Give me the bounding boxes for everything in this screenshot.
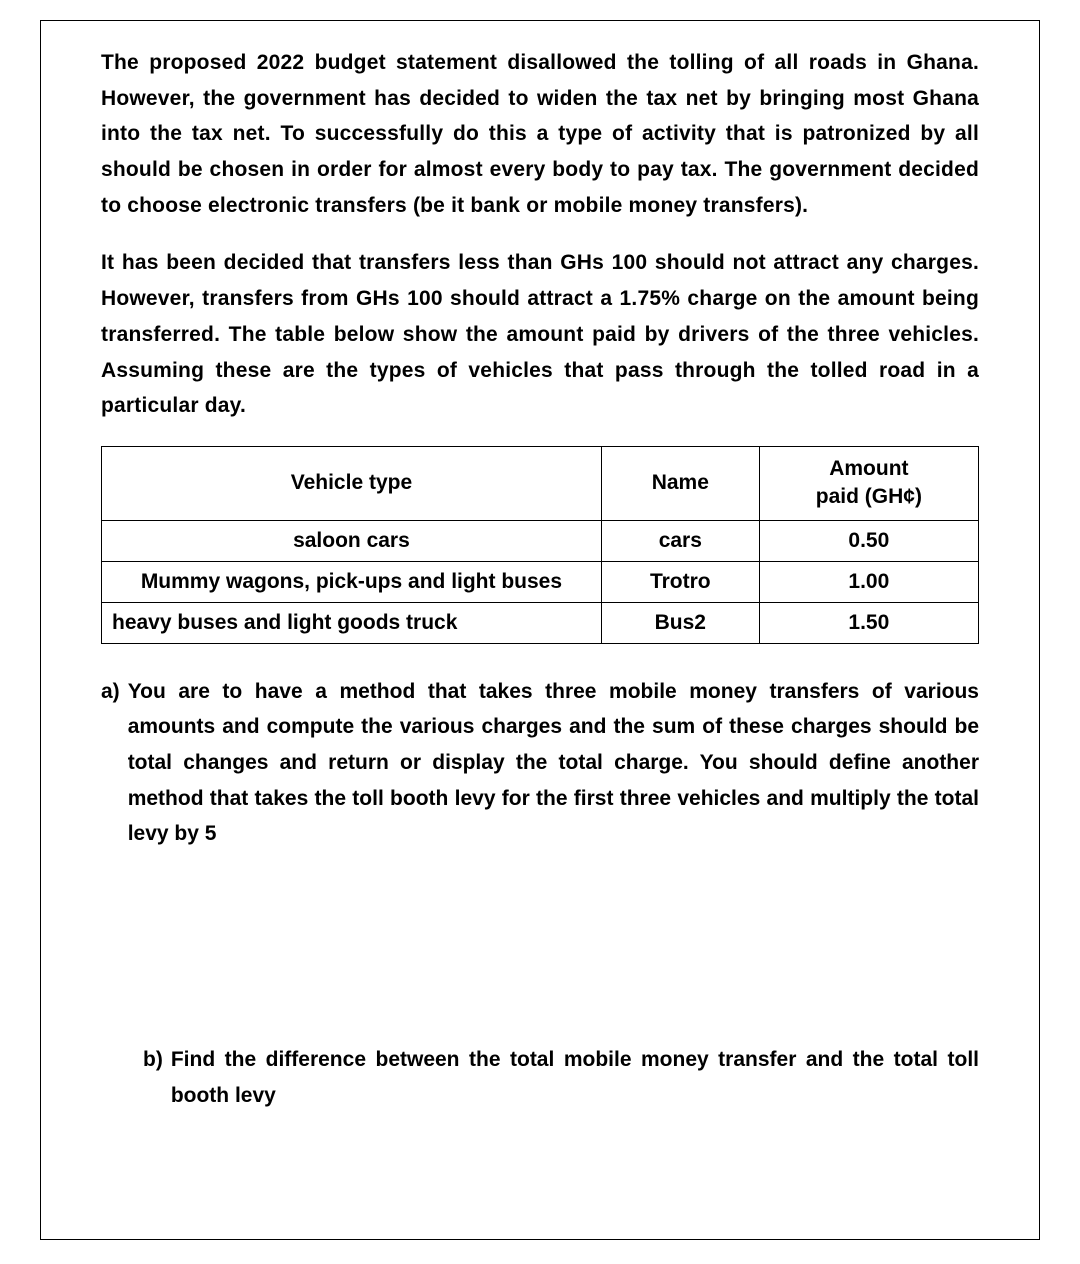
intro-paragraph-1: The proposed 2022 budget statement disal… (101, 45, 979, 223)
document-frame: The proposed 2022 budget statement disal… (40, 20, 1040, 1240)
question-b-text: Find the difference between the total mo… (171, 1042, 979, 1113)
header-name: Name (601, 446, 759, 520)
page: The proposed 2022 budget statement disal… (0, 0, 1080, 1264)
header-amount-line2: paid (GH¢) (816, 485, 922, 508)
question-b-label: b) (143, 1042, 163, 1113)
cell-amount: 0.50 (759, 520, 978, 561)
vehicle-fee-table: Vehicle type Name Amount paid (GH¢) salo… (101, 446, 979, 644)
header-amount-paid: Amount paid (GH¢) (759, 446, 978, 520)
table-row: heavy buses and light goods truck Bus2 1… (102, 602, 979, 643)
header-vehicle-type: Vehicle type (102, 446, 602, 520)
table-row: saloon cars cars 0.50 (102, 520, 979, 561)
table-row: Mummy wagons, pick-ups and light buses T… (102, 561, 979, 602)
cell-vehicle-type: Mummy wagons, pick-ups and light buses (102, 561, 602, 602)
intro-paragraph-2: It has been decided that transfers less … (101, 245, 979, 423)
question-a: a) You are to have a method that takes t… (101, 674, 979, 852)
cell-vehicle-type: saloon cars (102, 520, 602, 561)
table-header-row: Vehicle type Name Amount paid (GH¢) (102, 446, 979, 520)
question-a-label: a) (101, 674, 120, 852)
cell-name: Bus2 (601, 602, 759, 643)
cell-amount: 1.50 (759, 602, 978, 643)
table-body: saloon cars cars 0.50 Mummy wagons, pick… (102, 520, 979, 643)
cell-name: cars (601, 520, 759, 561)
question-b-container: b) Find the difference between the total… (101, 1042, 979, 1113)
header-amount-line1: Amount (829, 457, 908, 480)
cell-name: Trotro (601, 561, 759, 602)
question-b: b) Find the difference between the total… (143, 1042, 979, 1113)
question-a-text: You are to have a method that takes thre… (128, 674, 979, 852)
cell-amount: 1.00 (759, 561, 978, 602)
cell-vehicle-type: heavy buses and light goods truck (102, 602, 602, 643)
